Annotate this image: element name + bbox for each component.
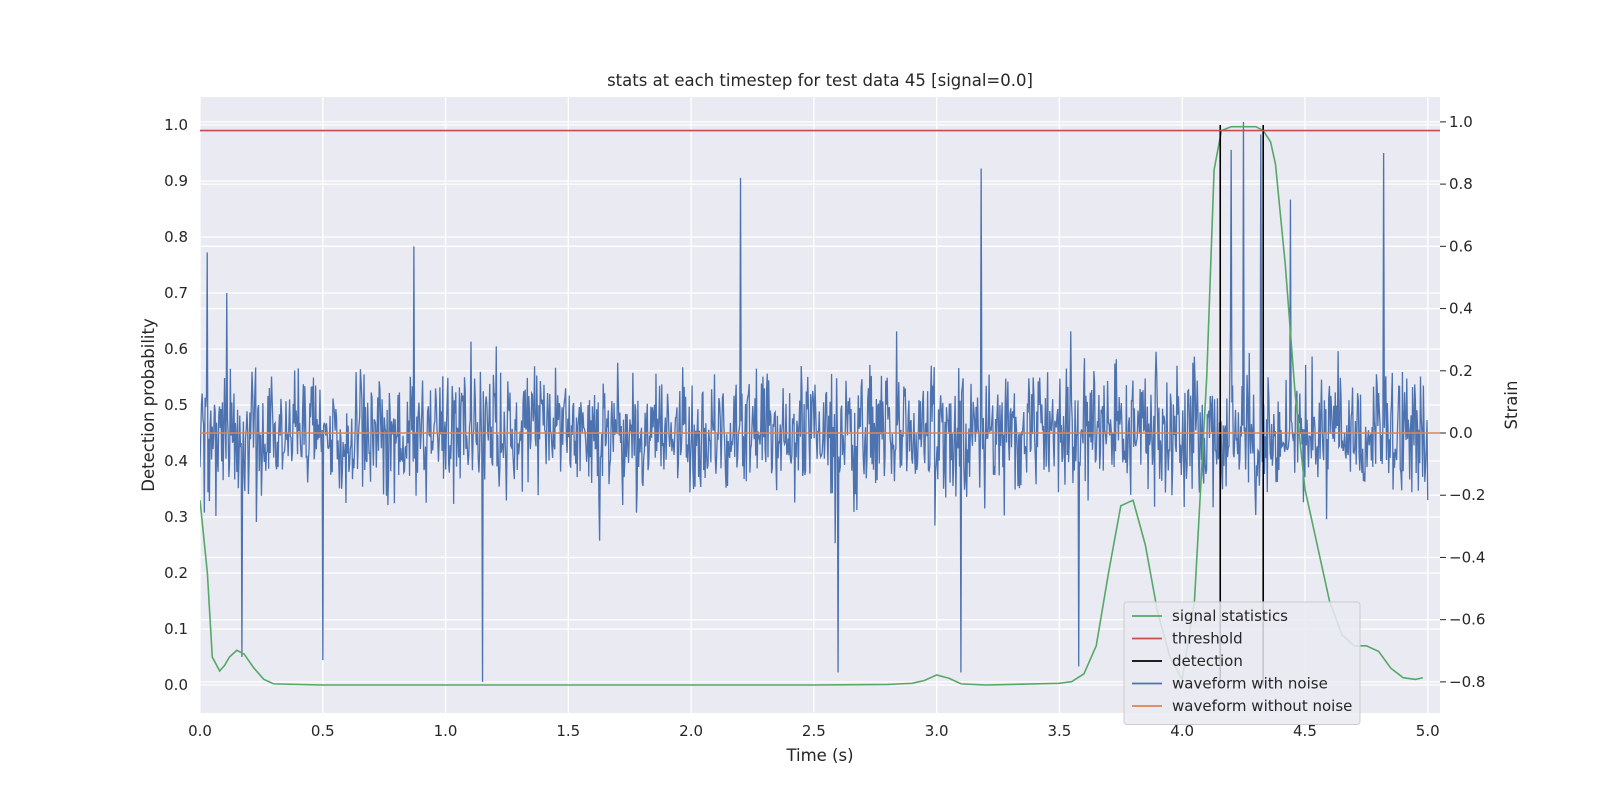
y-tick-label: 0.2 <box>164 564 188 582</box>
x-axis: 0.0 0.5 1.0 1.5 2.0 2.5 3.0 3.5 4.0 4.5 5.0 <box>188 722 1440 740</box>
y-right-tick-label: −0.6 <box>1449 611 1485 629</box>
legend-label: waveform with noise <box>1172 675 1328 693</box>
y-right-tick-label: 0.2 <box>1449 362 1473 380</box>
y-tick-label: 0.0 <box>164 676 188 694</box>
y-right-tick-label: 1.0 <box>1449 113 1473 131</box>
y-tick-label: 0.4 <box>164 452 188 470</box>
y-axis-right-label: Strain <box>1502 381 1521 430</box>
legend-label: detection <box>1172 652 1243 670</box>
y-axis-label: Detection probability <box>139 318 158 492</box>
legend-label: threshold <box>1172 630 1243 648</box>
y-tick-label: 0.3 <box>164 508 188 526</box>
y-right-tick-label: 0.6 <box>1449 237 1473 255</box>
y-right-tick-label: 0.0 <box>1449 424 1473 442</box>
series-signal-statistics <box>200 125 1423 686</box>
legend: signal statistics threshold detection wavef… <box>1123 601 1361 725</box>
y-tick-label: 0.6 <box>164 340 188 358</box>
x-tick-label: 0.5 <box>311 722 335 740</box>
x-tick-label: 5.0 <box>1416 722 1440 740</box>
left-axis: 0.0 0.1 0.2 0.3 0.4 0.5 0.6 0.7 0.8 0.9 1.0 <box>164 116 188 694</box>
right-axis: −0.8 −0.6 −0.4 −0.2 0.0 0.2 0.4 0.6 0.8 1.0 <box>1440 113 1485 691</box>
x-tick-label: 3.5 <box>1047 722 1071 740</box>
y-right-tick-label: 0.8 <box>1449 175 1473 193</box>
legend-label: signal statistics <box>1172 607 1288 625</box>
x-tick-label: 1.5 <box>556 722 580 740</box>
chart-title: stats at each timestep for test data 45 … <box>607 71 1033 90</box>
y-tick-label: 1.0 <box>164 116 188 134</box>
x-axis-label: Time (s) <box>785 746 853 765</box>
y-tick-label: 0.1 <box>164 620 188 638</box>
x-tick-label: 4.0 <box>1170 722 1194 740</box>
y-tick-label: 0.7 <box>164 284 188 302</box>
x-tick-label: 0.0 <box>188 722 212 740</box>
plot-series-group <box>200 121 1440 686</box>
series-waveform-with-noise <box>200 121 1429 682</box>
y-tick-label: 0.8 <box>164 228 188 246</box>
x-tick-label: 3.0 <box>925 722 949 740</box>
y-tick-label: 0.5 <box>164 396 188 414</box>
y-right-tick-label: −0.2 <box>1449 486 1485 504</box>
x-tick-label: 2.5 <box>802 722 826 740</box>
y-tick-label: 0.9 <box>164 172 188 190</box>
y-right-tick-label: −0.4 <box>1449 548 1485 566</box>
y-right-tick-label: −0.8 <box>1449 673 1485 691</box>
legend-label: waveform without noise <box>1172 697 1352 715</box>
x-tick-label: 4.5 <box>1293 722 1317 740</box>
x-tick-label: 1.0 <box>434 722 458 740</box>
y-right-tick-label: 0.4 <box>1449 300 1473 318</box>
legend-box <box>1123 601 1361 725</box>
x-tick-label: 2.0 <box>679 722 703 740</box>
